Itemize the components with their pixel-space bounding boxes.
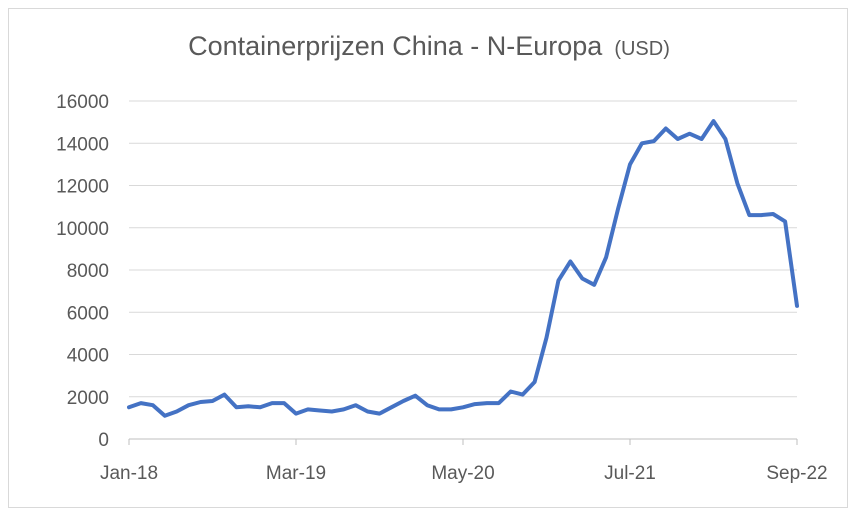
chart-title: Containerprijzen China - N-Europa (USD) (188, 31, 670, 61)
tick-labels: 0 2000 4000 6000 8000 10000 12000 14000 16000 Jan… (56, 92, 827, 484)
series-line (127, 119, 799, 418)
chart-title-main: Containerprijzen China - N-Europa (188, 31, 603, 61)
chart-title-unit: (USD) (614, 38, 670, 60)
gridlines (129, 100, 797, 398)
axes (128, 438, 798, 445)
line-chart: Containerprijzen China - N-Europa (USD) … (56, 31, 827, 484)
y-tick-label: 14000 (56, 134, 109, 155)
y-tick-label: 16000 (56, 92, 109, 113)
y-tick-label: 8000 (67, 261, 109, 282)
y-tick-label: 2000 (67, 388, 109, 409)
x-tick-label: Sep-22 (766, 463, 827, 484)
y-tick-label: 12000 (56, 177, 109, 198)
y-tick-label: 4000 (67, 346, 109, 367)
chart-frame: Containerprijzen China - N-Europa (USD) … (8, 8, 848, 508)
x-tick-label: May-20 (431, 463, 494, 484)
x-tick-label: Jul-21 (604, 463, 656, 484)
x-tick-label: Mar-19 (266, 463, 326, 484)
y-tick-label: 6000 (67, 303, 109, 324)
y-tick-label: 0 (98, 430, 109, 451)
series-layer (127, 119, 799, 418)
y-tick-label: 10000 (56, 219, 109, 240)
x-tick-label: Jan-18 (100, 463, 158, 484)
